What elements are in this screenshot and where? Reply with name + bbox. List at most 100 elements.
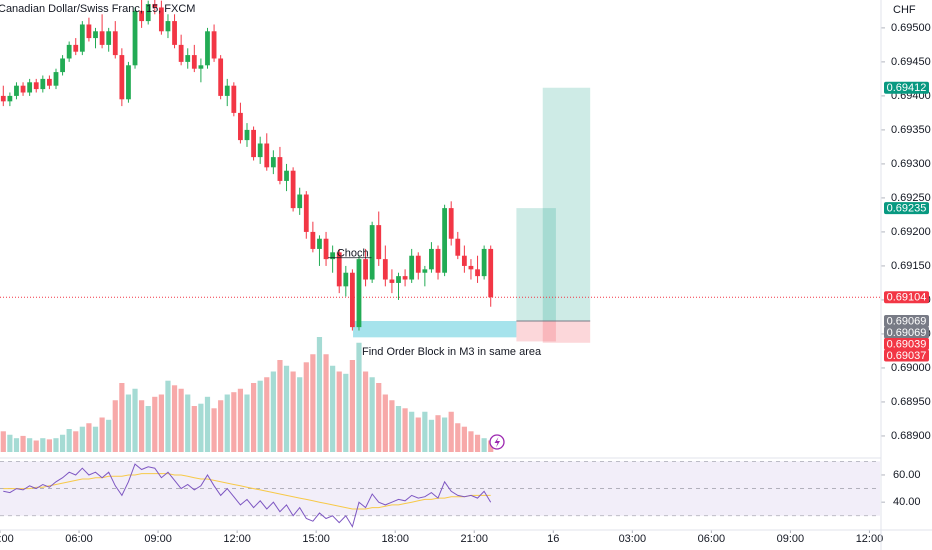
x-tick-label: 03:00 xyxy=(619,533,647,545)
volume-bar xyxy=(145,406,151,452)
candle-body xyxy=(0,95,6,102)
volume-bar xyxy=(198,403,204,452)
volume-bar xyxy=(119,383,125,452)
volume-bar xyxy=(40,438,46,452)
y-tick-label: 0.68950 xyxy=(891,396,931,408)
volume-bar xyxy=(152,396,158,452)
candle-body xyxy=(205,31,210,66)
volume-bar xyxy=(323,354,329,452)
volume-bar xyxy=(448,411,454,452)
volume-bar xyxy=(415,417,421,452)
volume-bar xyxy=(125,394,132,452)
volume-bar xyxy=(376,383,382,452)
volume-bar xyxy=(27,438,33,452)
x-tick-label: 16 xyxy=(547,533,559,545)
candle-body xyxy=(389,279,395,283)
position-target xyxy=(542,87,591,322)
candle-body xyxy=(409,255,415,280)
x-tick-label: 03:00 xyxy=(0,533,14,545)
candle-body xyxy=(99,31,105,45)
y-tick-label: 0.69300 xyxy=(891,158,931,170)
candle-body xyxy=(158,7,164,32)
candle-body xyxy=(172,21,177,45)
candle-body xyxy=(270,157,276,168)
candle-body xyxy=(178,44,184,62)
price-badge xyxy=(884,315,929,328)
volume-bar xyxy=(297,377,303,452)
volume-bar xyxy=(356,342,362,452)
volume-bar xyxy=(20,435,26,452)
volume-bar xyxy=(106,419,112,452)
candle-body xyxy=(317,238,322,249)
alert-icon[interactable] xyxy=(489,434,505,450)
volume-bar xyxy=(53,438,59,452)
volume-bar xyxy=(204,396,211,452)
price-badge-label: 0.69069 xyxy=(887,327,927,339)
candle-body xyxy=(47,78,52,86)
volume-bar xyxy=(33,440,39,452)
candle-body xyxy=(376,225,382,260)
candle-body xyxy=(303,194,309,232)
volume-bar xyxy=(283,365,290,452)
candle-body xyxy=(297,194,303,209)
candle-body xyxy=(257,143,263,158)
order-block xyxy=(353,321,517,338)
candle-body xyxy=(468,265,474,270)
price-badge-label: 0.69069 xyxy=(887,315,927,327)
y-tick-label: 0.69200 xyxy=(891,226,931,238)
volume-bar xyxy=(165,380,171,452)
volume-bar xyxy=(343,373,349,452)
price-badge-label: 0.69235 xyxy=(887,203,927,215)
candle-body xyxy=(396,276,401,283)
volume-bar xyxy=(73,431,79,452)
volume-bar xyxy=(461,426,467,452)
volume-bar xyxy=(178,388,184,452)
volume-bar xyxy=(79,426,85,452)
candle-body xyxy=(415,255,421,273)
candle-body xyxy=(20,85,26,93)
volume-bar xyxy=(264,377,270,452)
volume-bar xyxy=(382,394,388,452)
chart-title: Canadian Dollar/Swiss Franc, 15, FXCM xyxy=(0,3,195,15)
choch-label: Choch xyxy=(337,248,369,260)
rsi-ma-line xyxy=(3,473,491,510)
candle-body xyxy=(448,208,454,239)
candle-body xyxy=(224,85,230,96)
volume-bar xyxy=(244,394,250,452)
candle-body xyxy=(343,272,349,287)
candle-body xyxy=(356,259,362,328)
candle-body xyxy=(211,31,217,59)
candle-body xyxy=(106,31,112,45)
price-badge-label: 0.69412 xyxy=(887,82,927,94)
volume-bar xyxy=(336,371,342,452)
candle-body xyxy=(481,248,487,277)
volume-bar xyxy=(99,417,105,452)
volume-bar xyxy=(191,406,197,452)
candle-body xyxy=(429,248,434,270)
volume-bar xyxy=(277,360,283,452)
candle-body xyxy=(119,55,125,100)
candle-body xyxy=(73,44,79,52)
x-tick-label: 09:00 xyxy=(777,533,805,545)
candle-body xyxy=(152,4,158,8)
candle-body xyxy=(218,58,224,96)
price-badge xyxy=(884,349,929,362)
candle-body xyxy=(27,82,33,93)
candle-body xyxy=(435,248,441,273)
volume-bar xyxy=(211,408,217,452)
volume-bar xyxy=(13,438,20,452)
candle-body xyxy=(349,272,355,328)
candle-body xyxy=(14,85,19,96)
candle-body xyxy=(60,58,65,73)
x-tick-label: 12:00 xyxy=(856,533,884,545)
position-stop xyxy=(516,321,556,342)
main-pane: Choch xyxy=(0,0,880,452)
volume-bar xyxy=(435,415,441,452)
candle-body xyxy=(277,157,283,181)
candle-body xyxy=(112,31,118,56)
candle-body xyxy=(382,259,388,280)
currency-label: CHF xyxy=(893,4,916,16)
volume-bar xyxy=(455,423,461,452)
candle-body xyxy=(290,170,296,209)
